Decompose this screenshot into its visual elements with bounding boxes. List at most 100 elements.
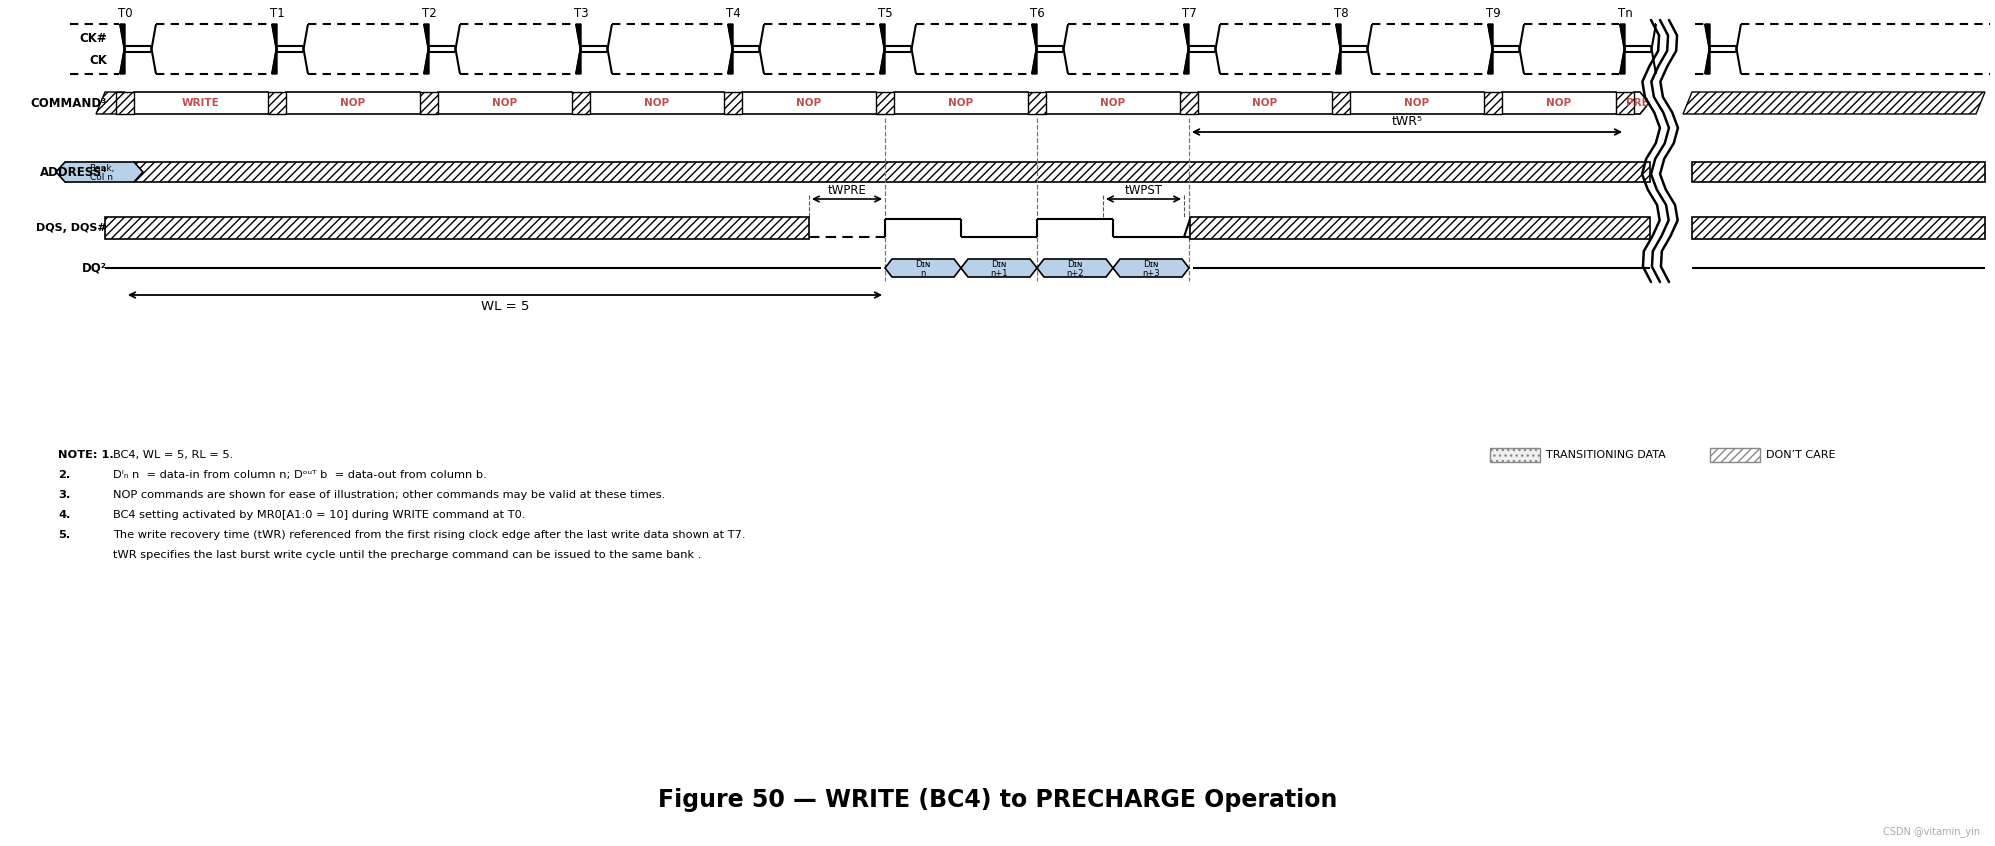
Text: COMMAND³: COMMAND³ [30, 96, 108, 109]
Polygon shape [732, 92, 886, 114]
Polygon shape [425, 46, 429, 74]
Text: Bank,: Bank, [90, 163, 114, 173]
Polygon shape [1189, 217, 1650, 239]
Polygon shape [728, 46, 732, 74]
Polygon shape [577, 46, 581, 74]
Text: 4.: 4. [58, 510, 70, 520]
Text: tWPST: tWPST [1125, 184, 1163, 196]
Polygon shape [126, 92, 277, 114]
Text: Dᴵₙ ​n  = data-in from column n; Dᵒᵘᵀ b  = data-out from column b.: Dᴵₙ ​n = data-in from column n; Dᵒᵘᵀ b =… [114, 470, 487, 480]
Text: T9: T9 [1486, 7, 1500, 19]
Text: NOP: NOP [493, 98, 517, 108]
Polygon shape [880, 46, 886, 74]
Polygon shape [267, 92, 285, 114]
Text: PRE: PRE [1626, 98, 1648, 108]
Text: 5.: 5. [58, 530, 70, 540]
Polygon shape [277, 92, 429, 114]
Text: DQ²: DQ² [82, 261, 108, 274]
Polygon shape [106, 217, 810, 239]
Text: tWR⁵: tWR⁵ [1391, 114, 1422, 128]
Polygon shape [577, 24, 581, 52]
Text: CSDN @vitamin_yin: CSDN @vitamin_yin [1883, 827, 1979, 838]
Polygon shape [1488, 46, 1492, 74]
Text: T3: T3 [575, 7, 589, 19]
Polygon shape [1337, 24, 1341, 52]
Polygon shape [1490, 448, 1540, 462]
Text: BC4 setting activated by MR0[A1:0 = 10] during WRITE command at T0.: BC4 setting activated by MR0[A1:0 = 10] … [114, 510, 525, 520]
Text: ADDRESS⁴: ADDRESS⁴ [40, 166, 108, 179]
Polygon shape [1037, 92, 1189, 114]
Polygon shape [120, 46, 126, 74]
Polygon shape [134, 162, 1650, 182]
Polygon shape [573, 92, 591, 114]
Text: Figure 50 — WRITE (BC4) to PRECHARGE Operation: Figure 50 — WRITE (BC4) to PRECHARGE Ope… [658, 788, 1337, 812]
Polygon shape [96, 92, 126, 114]
Text: T7: T7 [1181, 7, 1197, 19]
Text: DON’T CARE: DON’T CARE [1766, 450, 1835, 460]
Text: DQS, DQS#: DQS, DQS# [36, 223, 108, 233]
Polygon shape [271, 46, 277, 74]
Polygon shape [1488, 24, 1492, 52]
Polygon shape [1710, 448, 1760, 462]
Text: n+2: n+2 [1065, 268, 1083, 277]
Polygon shape [120, 24, 126, 52]
Polygon shape [1692, 217, 1985, 239]
Polygon shape [1113, 259, 1189, 277]
Polygon shape [1616, 92, 1634, 114]
Text: 3.: 3. [58, 490, 70, 500]
Text: T5: T5 [878, 7, 892, 19]
Polygon shape [271, 24, 277, 52]
Text: CK#: CK# [80, 31, 108, 45]
Polygon shape [1626, 92, 1650, 114]
Polygon shape [1031, 24, 1037, 52]
Text: n+1: n+1 [990, 268, 1007, 277]
Polygon shape [1692, 162, 1985, 182]
Text: T8: T8 [1335, 7, 1349, 19]
Text: WL = 5: WL = 5 [481, 299, 529, 312]
Polygon shape [880, 24, 886, 52]
Text: NOP: NOP [1253, 98, 1277, 108]
Polygon shape [962, 259, 1037, 277]
Polygon shape [1337, 46, 1341, 74]
Polygon shape [66, 162, 106, 182]
Text: T2: T2 [421, 7, 437, 19]
Polygon shape [1620, 24, 1626, 52]
Polygon shape [116, 92, 134, 114]
Text: WRITE: WRITE [182, 98, 219, 108]
Text: tWR specifies the last burst write cycle until the precharge command can be issu: tWR specifies the last burst write cycle… [114, 550, 702, 560]
Text: NOTE: 1.: NOTE: 1. [58, 450, 114, 460]
Text: Tn: Tn [1618, 7, 1632, 19]
Polygon shape [1492, 92, 1626, 114]
Polygon shape [1179, 92, 1199, 114]
Polygon shape [724, 92, 742, 114]
Polygon shape [581, 92, 732, 114]
Polygon shape [421, 92, 439, 114]
Polygon shape [728, 24, 732, 52]
Text: NOP: NOP [1546, 98, 1572, 108]
Text: NOP: NOP [341, 98, 365, 108]
Polygon shape [1183, 46, 1189, 74]
Text: n+3: n+3 [1143, 268, 1159, 277]
Polygon shape [1031, 46, 1037, 74]
Polygon shape [886, 259, 962, 277]
Polygon shape [425, 24, 429, 52]
Text: Dɪɴ: Dɪɴ [1067, 260, 1083, 268]
Polygon shape [1183, 24, 1189, 52]
Polygon shape [1341, 92, 1492, 114]
Text: T0: T0 [118, 7, 132, 19]
Polygon shape [886, 92, 1037, 114]
Text: n: n [920, 268, 926, 277]
Polygon shape [1706, 24, 1710, 52]
Text: TRANSITIONING DATA: TRANSITIONING DATA [1546, 450, 1666, 460]
Polygon shape [1684, 92, 1985, 114]
Text: 2.: 2. [58, 470, 70, 480]
Polygon shape [1484, 92, 1502, 114]
Text: Col n: Col n [90, 173, 114, 182]
Text: NOP: NOP [644, 98, 670, 108]
Text: T1: T1 [269, 7, 285, 19]
Text: Dɪɴ: Dɪɴ [1143, 260, 1159, 268]
Text: T4: T4 [726, 7, 740, 19]
Polygon shape [1620, 46, 1626, 74]
Text: NOP: NOP [948, 98, 974, 108]
Polygon shape [1037, 259, 1113, 277]
